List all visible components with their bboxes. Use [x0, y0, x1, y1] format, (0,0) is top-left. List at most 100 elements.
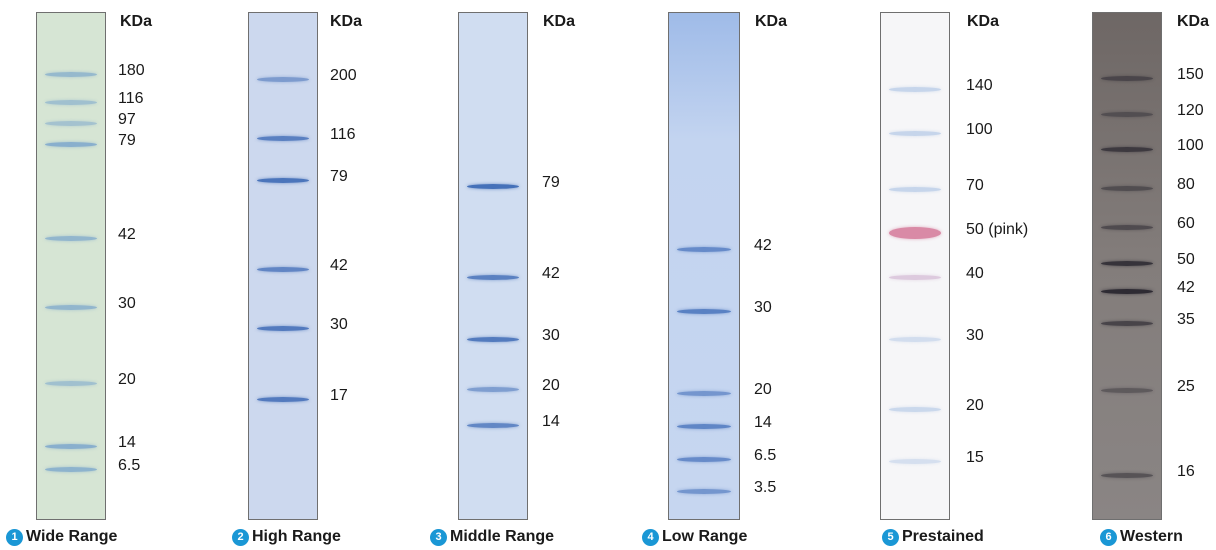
- band-size-label: 14: [118, 434, 136, 451]
- band-size-label: 14: [542, 413, 560, 430]
- marker-caption: 4 Low Range: [642, 527, 747, 547]
- gel-band: [1101, 111, 1153, 117]
- gel-band: [257, 177, 309, 183]
- circled-number-icon: 1: [6, 529, 23, 546]
- unit-label: KDa: [1177, 13, 1210, 30]
- gel-band: [467, 422, 519, 428]
- unit-label: KDa: [330, 13, 363, 30]
- band-size-label: 6.5: [754, 447, 777, 464]
- band-size-label: 116: [118, 90, 144, 107]
- gel-lane-high-range: [248, 12, 318, 520]
- band-size-label: 20: [118, 371, 136, 388]
- gel-band: [467, 336, 519, 342]
- band-size-label: 80: [1177, 176, 1195, 193]
- band-size-label: 30: [330, 316, 348, 333]
- gel-band: [1101, 75, 1153, 81]
- gel-band: [1101, 387, 1153, 393]
- marker-name: Wide Range: [26, 528, 118, 545]
- marker-caption: 6 Western: [1100, 527, 1183, 547]
- gel-band: [889, 406, 941, 412]
- gel-band: [45, 443, 97, 449]
- gel-band: [45, 71, 97, 77]
- band-size-label: 79: [542, 174, 560, 191]
- band-size-label: 14: [754, 414, 772, 431]
- band-size-label: 140: [966, 77, 993, 94]
- gel-band: [677, 423, 731, 429]
- marker-caption: 3 Middle Range: [430, 527, 554, 547]
- gel-band: [1101, 185, 1153, 191]
- unit-label: KDa: [543, 13, 576, 30]
- gel-band: [257, 396, 309, 402]
- band-size-label: 25: [1177, 378, 1195, 395]
- marker-caption: 5 Prestained: [882, 527, 984, 547]
- gel-band: [889, 458, 941, 464]
- band-size-label: 3.5: [754, 479, 777, 496]
- band-size-label: 180: [118, 62, 145, 79]
- band-size-label: 30: [118, 295, 136, 312]
- gel-lane-wide-range: [36, 12, 106, 520]
- gel-band: [1101, 472, 1153, 478]
- gel-band: [889, 227, 941, 239]
- gel-band: [889, 86, 941, 92]
- band-size-label: 70: [966, 177, 984, 194]
- gel-lane-middle-range: [458, 12, 528, 520]
- band-size-label: 42: [1177, 279, 1195, 296]
- band-size-label: 30: [542, 327, 560, 344]
- band-size-label: 79: [330, 168, 348, 185]
- gel-band: [889, 336, 941, 342]
- gel-band: [257, 135, 309, 141]
- band-size-label: 20: [542, 377, 560, 394]
- band-size-label: 35: [1177, 311, 1195, 328]
- gel-band: [677, 456, 731, 462]
- band-size-label: 97: [118, 111, 136, 128]
- band-size-label: 42: [330, 257, 348, 274]
- band-size-label: 42: [118, 226, 136, 243]
- marker-name: Middle Range: [450, 528, 555, 545]
- gel-band: [45, 141, 97, 147]
- band-size-label: 20: [754, 381, 772, 398]
- band-size-label: 79: [118, 132, 136, 149]
- gel-band: [45, 120, 97, 126]
- band-size-label: 150: [1177, 66, 1204, 83]
- band-size-label: 17: [330, 387, 348, 404]
- circled-number-icon: 3: [430, 529, 447, 546]
- gel-band: [1101, 146, 1153, 152]
- gel-band: [1101, 260, 1153, 266]
- band-size-label: 60: [1177, 215, 1195, 232]
- gel-band: [257, 266, 309, 272]
- band-size-label: 100: [1177, 137, 1204, 154]
- marker-caption: 1 Wide Range: [6, 527, 117, 547]
- circled-number-icon: 5: [882, 529, 899, 546]
- gel-band: [45, 466, 97, 472]
- gel-lane-low-range: [668, 12, 740, 520]
- band-size-label: 50 (pink): [966, 221, 1029, 238]
- band-size-label: 40: [966, 265, 984, 282]
- unit-label: KDa: [755, 13, 788, 30]
- band-size-label: 42: [754, 237, 772, 254]
- band-size-label: 200: [330, 67, 357, 84]
- band-size-label: 120: [1177, 102, 1204, 119]
- gel-band: [257, 76, 309, 82]
- gel-band: [889, 186, 941, 192]
- gel-band: [467, 183, 519, 189]
- band-size-label: 116: [330, 126, 356, 143]
- marker-name: High Range: [252, 528, 341, 545]
- band-size-label: 30: [754, 299, 772, 316]
- band-size-label: 42: [542, 265, 560, 282]
- circled-number-icon: 4: [642, 529, 659, 546]
- gel-lane-western: [1092, 12, 1162, 520]
- band-size-label: 6.5: [118, 457, 141, 474]
- gel-band: [677, 390, 731, 396]
- marker-name: Western: [1120, 528, 1183, 545]
- marker-name: Prestained: [902, 528, 984, 545]
- circled-number-icon: 2: [232, 529, 249, 546]
- marker-caption: 2 High Range: [232, 527, 341, 547]
- band-size-label: 30: [966, 327, 984, 344]
- gel-band: [1101, 224, 1153, 230]
